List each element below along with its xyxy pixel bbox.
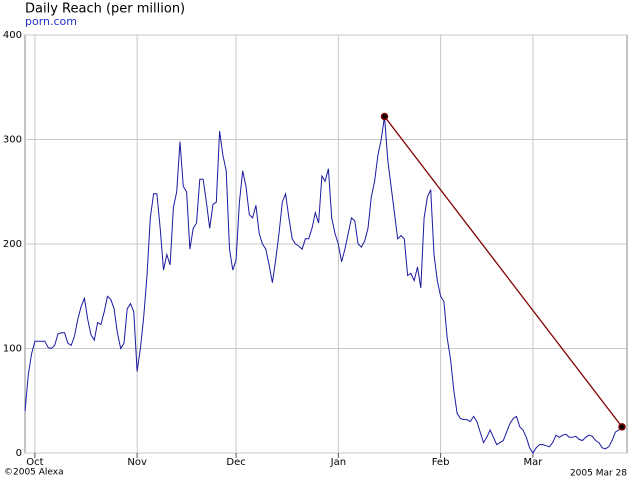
y-tick-label: 100 — [3, 344, 22, 355]
trend-point — [618, 423, 626, 431]
y-tick-label: 0 — [16, 448, 22, 459]
trend-point — [380, 112, 389, 121]
series-line — [24, 116, 623, 454]
x-tick-label: Feb — [432, 457, 450, 468]
x-tick-label: Mar — [524, 457, 544, 468]
trend-line — [384, 116, 623, 428]
chart-subtitle: porn.com — [25, 15, 77, 28]
x-tick-label: Oct — [26, 457, 43, 468]
x-tick-label: Dec — [226, 457, 245, 468]
y-tick-label: 400 — [3, 30, 22, 41]
y-tick-label: 300 — [3, 135, 22, 146]
copyright: ©2005 Alexa — [4, 468, 64, 478]
y-tick-label: 200 — [3, 239, 22, 250]
x-tick-label: Nov — [127, 457, 147, 468]
chart-title: Daily Reach (per million) — [25, 2, 185, 17]
x-tick-label: Jan — [330, 457, 346, 468]
date-stamp: 2005 Mar 28 — [570, 469, 627, 479]
